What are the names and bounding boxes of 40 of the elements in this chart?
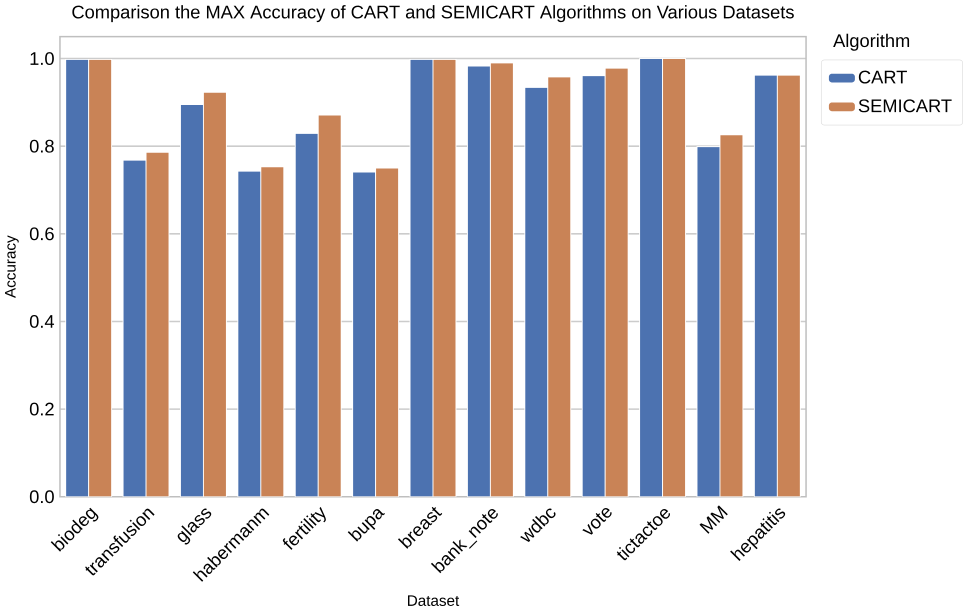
bar [605, 68, 628, 497]
bar [662, 58, 686, 497]
y-tick-label: 0.2 [30, 402, 54, 416]
bar [524, 87, 548, 497]
chart-title: Comparison the MAX Accuracy of CART and SEMICART Algorithms on Various Datasets [72, 5, 794, 22]
bar [582, 76, 606, 497]
legend-label: CART [858, 70, 907, 84]
y-tick-label: 0.6 [30, 227, 54, 240]
legend-title: Algorithm [833, 34, 910, 51]
bar [203, 92, 226, 497]
bar [697, 146, 720, 497]
bar [467, 66, 490, 497]
bar [260, 166, 284, 497]
bar [640, 58, 663, 497]
x-axis-title: Dataset [408, 595, 460, 606]
bar [66, 59, 89, 497]
bar [238, 171, 261, 497]
bar [123, 160, 146, 497]
y-tick-label: 0.0 [30, 490, 54, 504]
bar [295, 133, 318, 497]
bar [548, 76, 571, 497]
legend-label: SEMICART [858, 99, 952, 112]
bar [376, 168, 399, 497]
bar [318, 115, 342, 497]
y-axis-title: Accuracy [5, 235, 19, 298]
bar [776, 74, 801, 497]
bar [180, 104, 204, 497]
bar [146, 152, 170, 497]
y-tick-label: 0.8 [30, 140, 54, 153]
x-tick-label: vote [582, 508, 612, 535]
x-tick-label: MM [700, 505, 728, 534]
bar [720, 134, 743, 497]
bar [490, 62, 514, 497]
bar [410, 59, 434, 497]
y-tick-label: 1.0 [30, 52, 54, 65]
bar [754, 74, 778, 497]
bar [433, 59, 456, 497]
bar [88, 59, 112, 497]
bar [352, 172, 376, 497]
y-tick-label: 0.4 [30, 314, 54, 328]
